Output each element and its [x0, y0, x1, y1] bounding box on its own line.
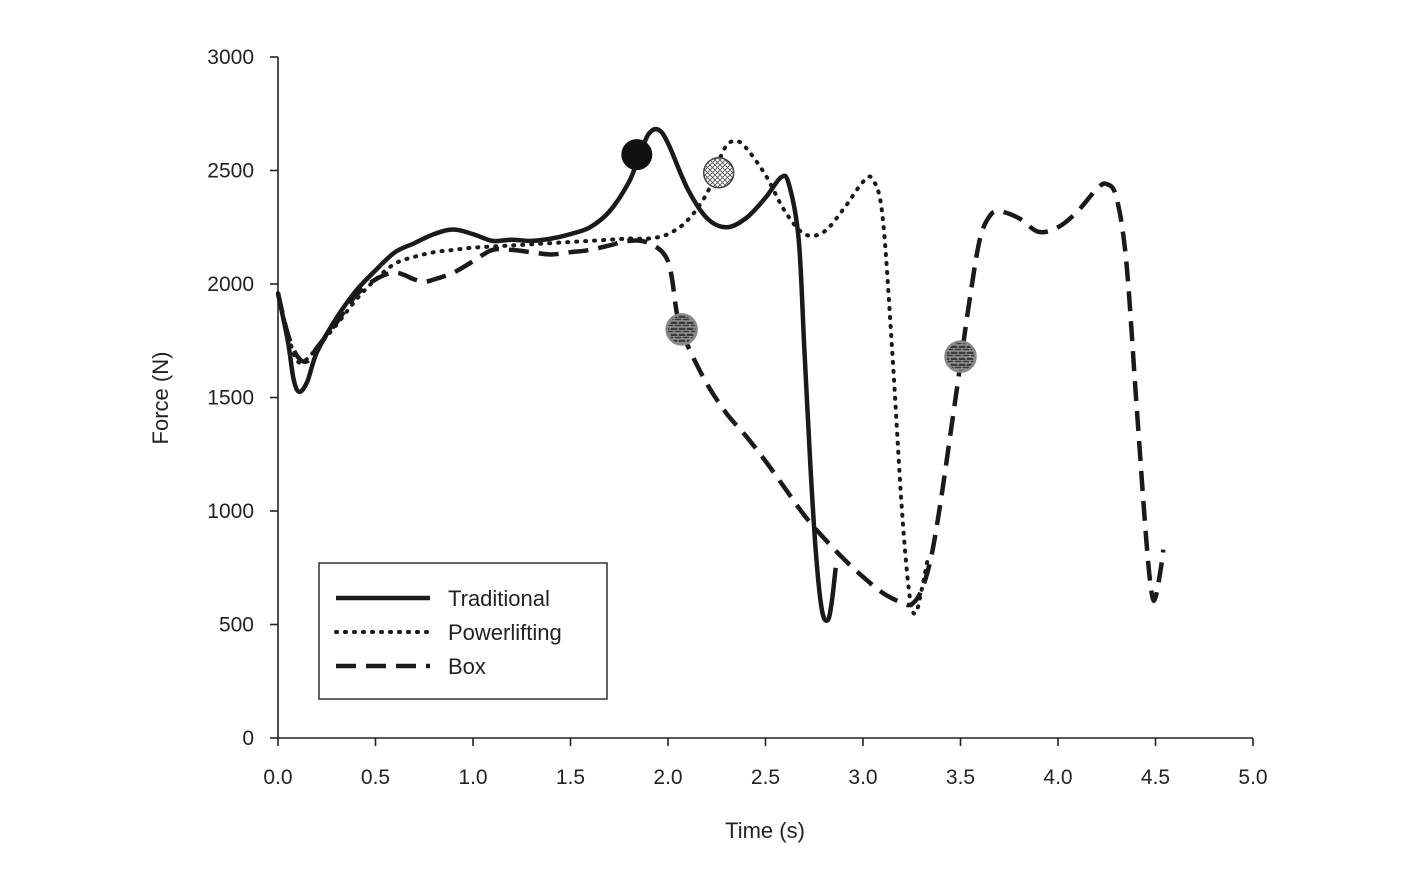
marker-box	[944, 340, 977, 373]
series-line-traditional	[275, 126, 838, 623]
x-tick-label: 1.0	[458, 766, 487, 789]
x-axis-title: Time (s)	[725, 818, 805, 843]
x-tick-label: 0.5	[361, 766, 390, 789]
y-axis-title: Force (N)	[148, 352, 173, 445]
x-tick-label: 2.0	[653, 766, 682, 789]
y-tick-label: 2000	[207, 273, 254, 296]
series-line-box	[275, 181, 1166, 608]
y-tick-label: 2500	[207, 160, 254, 183]
x-tick-label: 4.0	[1043, 766, 1072, 789]
y-tick-label: 1000	[207, 500, 254, 523]
x-tick-label: 1.5	[556, 766, 585, 789]
series-layer	[275, 126, 1166, 623]
x-tick-label: 3.5	[946, 766, 975, 789]
legend-label-powerlifting: Powerlifting	[448, 620, 562, 645]
y-tick-label: 500	[219, 614, 254, 637]
x-tick-label: 5.0	[1238, 766, 1267, 789]
chart-axes: 0.0 0.5 1.0 1.5 2.0 2.5 3.0 3.5 4.0 4.5 5.0 0 500 10…	[207, 46, 1267, 789]
legend: Traditional Powerlifting Box	[318, 562, 608, 700]
marker-layer	[621, 139, 977, 373]
y-tick-label: 3000	[207, 46, 254, 69]
y-tick-label: 0	[242, 727, 254, 750]
y-tick-label: 1500	[207, 387, 254, 410]
legend-label-traditional: Traditional	[448, 586, 550, 611]
marker-powerlifting	[702, 157, 735, 189]
marker-box	[665, 313, 698, 346]
x-tick-label: 4.5	[1141, 766, 1170, 789]
x-tick-label: 3.0	[848, 766, 877, 789]
legend-label-box: Box	[448, 654, 486, 679]
series-line-powerlifting	[276, 138, 930, 616]
y-ticks: 0 500 1000 1500 2000 2500 3000	[207, 46, 278, 750]
x-tick-label: 0.0	[263, 766, 292, 789]
legend-box	[318, 562, 608, 700]
x-ticks: 0.0 0.5 1.0 1.5 2.0 2.5 3.0 3.5 4.0 4.5 5.0	[263, 738, 1268, 789]
marker-traditional	[621, 139, 653, 171]
x-tick-label: 2.5	[751, 766, 780, 789]
